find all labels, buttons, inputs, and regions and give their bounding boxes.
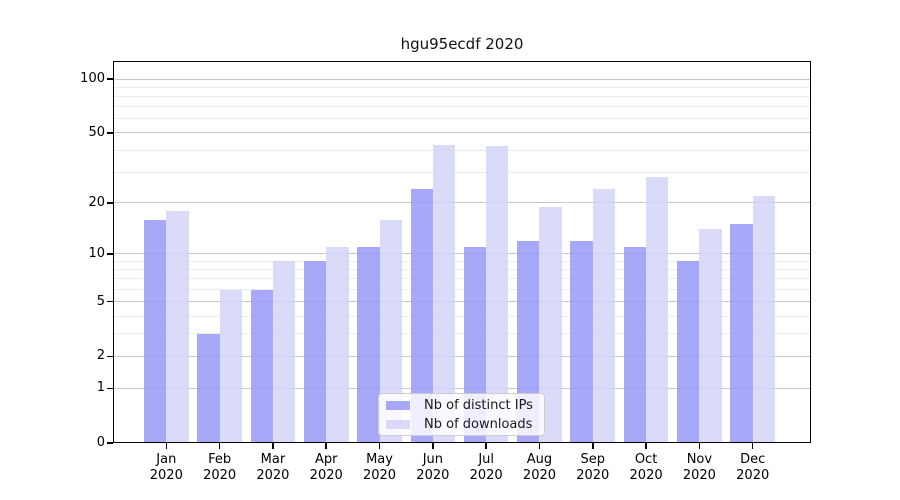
bar-may-downloads [379, 219, 402, 443]
y-tick-label: 1 [96, 380, 105, 396]
major-gridline [113, 355, 811, 357]
bar-dec-distinct-ips [730, 224, 753, 443]
bar-aug-distinct-ips [517, 240, 540, 443]
x-tick-label: Jun 2020 [416, 452, 450, 483]
y-tick-mark [106, 78, 113, 80]
y-tick-mark [106, 202, 113, 204]
chart-title: hgu95ecdf 2020 [400, 35, 524, 53]
minor-gridline [113, 118, 811, 120]
x-tick-label: Dec 2020 [736, 452, 770, 483]
y-tick-mark [106, 442, 113, 444]
plot-frame [113, 61, 811, 443]
x-tick-label: Jul 2020 [469, 452, 503, 483]
y-tick-label: 5 [96, 293, 105, 309]
x-tick-label: Oct 2020 [629, 452, 663, 483]
minor-gridline [113, 333, 811, 335]
legend: Nb of distinct IPs Nb of downloads [378, 393, 545, 436]
legend-item: Nb of distinct IPs [386, 396, 544, 415]
minor-gridline [113, 106, 811, 108]
y-tick-mark [106, 132, 113, 134]
major-gridline [113, 132, 811, 134]
legend-label: Nb of downloads [424, 416, 533, 432]
x-tick-mark [432, 443, 434, 449]
bar-jan-downloads [166, 210, 189, 443]
x-tick-mark [751, 443, 754, 449]
bar-apr-distinct-ips [303, 261, 327, 443]
minor-gridline [113, 149, 811, 151]
x-tick-mark [645, 443, 647, 449]
minor-gridline [113, 278, 811, 280]
bar-feb-distinct-ips [197, 333, 220, 443]
x-tick-label: Feb 2020 [203, 452, 237, 483]
minor-gridline [113, 260, 811, 262]
x-tick-label: Sep 2020 [576, 452, 610, 483]
major-gridline [113, 78, 811, 80]
bar-jul-downloads [486, 146, 509, 443]
x-tick-label: May 2020 [362, 452, 397, 483]
x-tick-label: Apr 2020 [309, 452, 343, 483]
y-tick-mark [106, 387, 113, 390]
major-gridline [113, 202, 811, 204]
legend-swatch-distinct-ips [386, 400, 410, 410]
minor-gridline [113, 269, 811, 271]
bar-jun-distinct-ips [410, 189, 433, 443]
x-tick-mark [485, 443, 487, 449]
x-tick-mark [218, 443, 221, 449]
bar-mar-downloads [272, 261, 296, 443]
y-tick-mark [106, 253, 113, 255]
x-tick-label: Nov 2020 [682, 452, 716, 483]
x-tick-mark [325, 443, 327, 449]
minor-gridline [113, 315, 811, 317]
x-tick-mark [698, 443, 701, 449]
bar-oct-distinct-ips [623, 247, 647, 443]
legend-item: Nb of downloads [386, 415, 544, 434]
y-tick-label: 0 [96, 435, 105, 450]
major-gridline [113, 301, 811, 303]
minor-gridline [113, 95, 811, 97]
x-tick-mark [378, 443, 381, 449]
legend-swatch-downloads [386, 419, 410, 429]
y-tick-label: 10 [88, 245, 105, 261]
bar-mar-distinct-ips [250, 289, 273, 443]
bar-nov-downloads [699, 229, 722, 443]
bar-jan-distinct-ips [144, 219, 167, 443]
x-tick-mark [272, 443, 274, 449]
major-gridline [113, 387, 811, 389]
x-tick-label: Jan 2020 [149, 452, 183, 483]
minor-gridline [113, 86, 811, 88]
bar-sep-downloads [592, 189, 616, 443]
bar-apr-downloads [326, 247, 349, 443]
x-tick-label: Mar 2020 [256, 452, 290, 483]
bar-feb-downloads [219, 289, 242, 443]
bar-aug-downloads [539, 206, 562, 443]
major-gridline [113, 253, 811, 255]
y-tick-mark [106, 300, 113, 303]
x-tick-mark [165, 443, 168, 449]
minor-gridline [113, 171, 811, 173]
bar-nov-distinct-ips [677, 261, 700, 443]
y-tick-label: 20 [88, 194, 105, 210]
bar-sep-distinct-ips [570, 240, 593, 443]
x-tick-label: Aug 2020 [522, 452, 557, 483]
bar-jun-downloads [432, 144, 456, 443]
legend-label: Nb of distinct IPs [424, 397, 533, 413]
y-tick-label: 2 [96, 348, 105, 364]
bar-oct-downloads [646, 177, 669, 443]
y-tick-mark [106, 355, 113, 358]
bar-may-distinct-ips [357, 247, 380, 443]
y-tick-label: 50 [88, 124, 105, 140]
x-tick-mark [592, 443, 594, 449]
y-tick-label: 100 [80, 71, 105, 86]
minor-gridline [113, 289, 811, 291]
bar-dec-downloads [752, 195, 775, 443]
x-tick-mark [538, 443, 541, 449]
